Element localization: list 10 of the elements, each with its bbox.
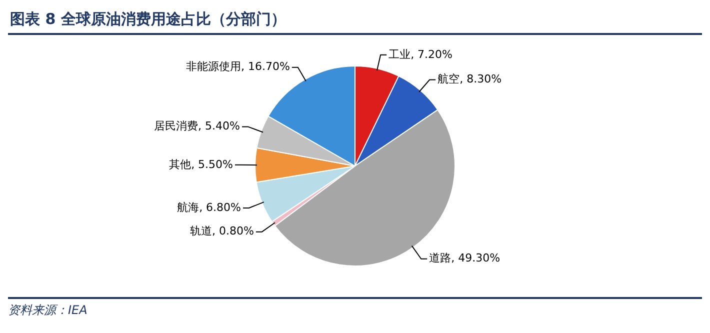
chart-title: 图表 8 全球原油消费用途占比（分部门）: [8, 8, 702, 35]
slice-label: 居民消费, 5.40%: [154, 120, 240, 133]
slice-label: 航海, 6.80%: [177, 200, 242, 214]
slice-label: 其他, 5.50%: [169, 158, 234, 171]
slice-label: 工业, 7.20%: [388, 48, 453, 61]
slice-label: 航空, 8.30%: [438, 72, 502, 86]
slice-label: 轨道, 0.80%: [190, 224, 254, 238]
slice-label: 非能源使用, 16.70%: [186, 60, 290, 74]
text: 资料来源：IEA: [8, 302, 88, 319]
slice-label: 道路, 49.30%: [429, 252, 500, 265]
